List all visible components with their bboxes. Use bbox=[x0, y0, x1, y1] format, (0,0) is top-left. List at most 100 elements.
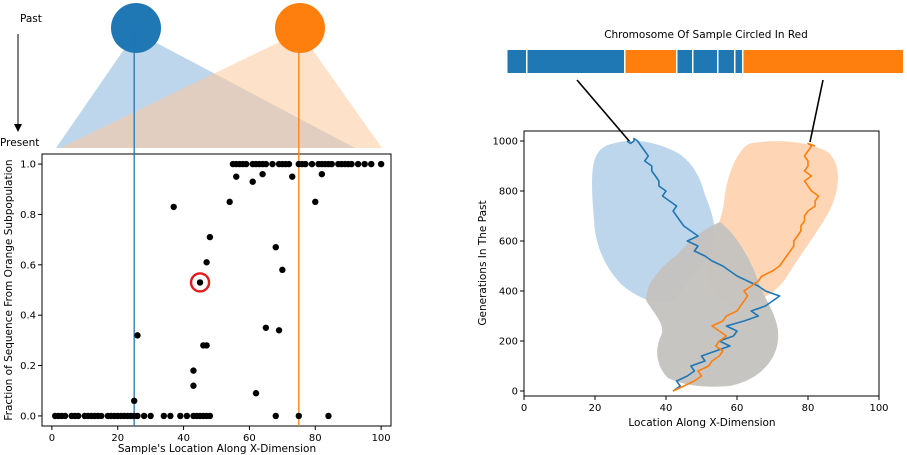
chromosome-panel: Chromosome Of Sample Circled In Red bbox=[507, 29, 903, 143]
x-tick-label: 0 bbox=[521, 403, 527, 414]
scatter-point bbox=[233, 173, 240, 180]
scatter-point bbox=[262, 160, 270, 168]
scatter-point bbox=[134, 332, 141, 339]
chromosome-bar bbox=[507, 50, 903, 73]
scatter-point bbox=[167, 412, 174, 420]
y-tick-label: 0 bbox=[512, 387, 518, 398]
overlap-ancestry-cloud bbox=[646, 222, 779, 387]
scatter-point bbox=[203, 259, 210, 266]
chromosome-segment bbox=[693, 50, 717, 73]
scatter-point bbox=[289, 173, 296, 180]
connector-blue bbox=[576, 79, 631, 143]
y-tick-label: 600 bbox=[499, 237, 518, 248]
scatter-point bbox=[160, 412, 168, 420]
scatter-point bbox=[203, 342, 210, 349]
x-tick-label: 20 bbox=[589, 403, 602, 414]
x-tick-label: 100 bbox=[869, 403, 888, 414]
y-tick-label: 0.4 bbox=[20, 311, 36, 322]
scatter-point bbox=[98, 412, 105, 420]
lineage-y-axis-label: Generations In The Past bbox=[477, 200, 489, 325]
scatter-point bbox=[190, 367, 197, 374]
time-arrow: Past Present bbox=[0, 13, 42, 149]
scatter-point bbox=[295, 412, 303, 420]
scatter-point bbox=[206, 412, 214, 420]
y-tick-label: 0.2 bbox=[20, 361, 36, 372]
chromosome-segment bbox=[625, 50, 676, 73]
scatter-point bbox=[196, 279, 204, 286]
scatter-point bbox=[61, 412, 69, 420]
scatter-point bbox=[262, 324, 270, 331]
y-tick-label: 0.0 bbox=[20, 411, 36, 422]
highlight-circle bbox=[189, 272, 211, 293]
x-tick-label: 100 bbox=[372, 433, 391, 444]
scatter-point bbox=[269, 160, 276, 168]
y-tick-label: 800 bbox=[499, 187, 518, 198]
y-tick-label: 200 bbox=[499, 337, 518, 348]
blue-lineage-path bbox=[626, 137, 781, 392]
scatter-point bbox=[354, 160, 362, 168]
chromosome-segment bbox=[743, 50, 903, 73]
scatter-point bbox=[308, 160, 316, 168]
y-tick-label: 1.0 bbox=[20, 160, 36, 171]
scatter-point bbox=[206, 233, 214, 241]
scatter-point bbox=[190, 382, 197, 389]
scatter-x-ticks: 0 20 40 60 80 100 bbox=[49, 426, 391, 444]
chromosome-title: Chromosome Of Sample Circled In Red bbox=[604, 29, 808, 41]
scatter-point bbox=[249, 178, 256, 185]
x-tick-label: 80 bbox=[309, 433, 322, 444]
x-tick-label: 0 bbox=[49, 433, 55, 444]
x-tick-label: 80 bbox=[802, 403, 815, 414]
connector-orange bbox=[809, 79, 824, 143]
past-label: Past bbox=[20, 13, 42, 25]
scatter-point bbox=[275, 327, 283, 334]
scatter-point bbox=[183, 412, 191, 420]
scatter-point bbox=[147, 412, 154, 420]
scatter-y-axis-label: Fraction of Sequence From Orange Subpopu… bbox=[3, 159, 15, 420]
lineage-x-ticks: 0 20 40 60 80 100 bbox=[521, 396, 889, 414]
orange-lineage-path bbox=[672, 142, 820, 392]
scatter-plot: 0 20 40 60 80 100 0.0 0.2 0.4 0.6 0.8 1.0 Sample's… bbox=[3, 28, 392, 455]
scatter-point bbox=[177, 412, 184, 420]
scatter-plot-frame bbox=[41, 153, 392, 427]
lineage-plot-frame bbox=[523, 130, 880, 397]
scatter-y-ticks: 0.0 0.2 0.4 0.6 0.8 1.0 bbox=[20, 160, 42, 422]
chromosome-segment bbox=[527, 50, 624, 73]
present-label: Present bbox=[0, 137, 39, 149]
scatter-point bbox=[259, 170, 266, 178]
lineage-plot: 0 20 40 60 80 100 0 200 400 600 800 1000 Location … bbox=[477, 130, 889, 429]
x-tick-label: 20 bbox=[111, 433, 124, 444]
lineage-y-ticks: 0 200 400 600 800 1000 bbox=[493, 137, 524, 398]
chromosome-segment bbox=[735, 50, 742, 73]
scatter-point bbox=[368, 160, 375, 168]
lineage-x-axis-label: Location Along X-Dimension bbox=[628, 417, 775, 429]
scatter-point bbox=[318, 170, 326, 178]
scatter-point bbox=[272, 412, 279, 420]
scatter-point bbox=[252, 390, 260, 397]
x-tick-label: 40 bbox=[177, 433, 190, 444]
orange-cone bbox=[60, 32, 382, 148]
time-arrow-head bbox=[14, 124, 22, 132]
scatter-point bbox=[302, 160, 309, 168]
scatter-point bbox=[130, 397, 138, 405]
scatter-point bbox=[325, 412, 332, 420]
scatter-point bbox=[377, 160, 385, 168]
scatter-point bbox=[134, 412, 141, 420]
scatter-point bbox=[272, 243, 279, 251]
lineage-paths bbox=[626, 137, 820, 392]
chromosome-segment bbox=[677, 50, 692, 73]
chromosome-segment bbox=[718, 50, 734, 73]
scatter-point bbox=[361, 160, 368, 168]
scatter-point bbox=[75, 412, 82, 420]
x-tick-label: 60 bbox=[731, 403, 744, 414]
scatter-point bbox=[279, 266, 286, 274]
x-tick-label: 40 bbox=[660, 403, 673, 414]
scatter-point bbox=[285, 160, 293, 168]
scatter-point bbox=[312, 198, 319, 206]
scatter-points bbox=[51, 160, 385, 420]
chromosome-segment bbox=[507, 50, 526, 73]
scatter-point bbox=[242, 160, 250, 168]
y-tick-label: 1000 bbox=[493, 137, 518, 148]
y-tick-label: 400 bbox=[499, 287, 518, 298]
scatter-point bbox=[348, 160, 355, 168]
